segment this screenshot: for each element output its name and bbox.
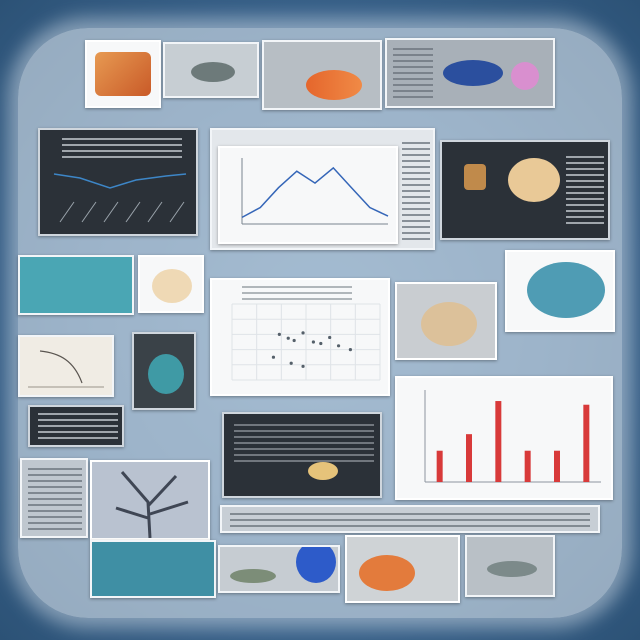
panel-branch-photo (90, 460, 210, 540)
dark-line-series (53, 173, 187, 189)
panel-bar-chart (395, 376, 613, 500)
teal-figure-icon (148, 354, 184, 394)
dark-text-lines (38, 413, 118, 441)
panel-scatter-chart (210, 278, 390, 396)
scatter-chart (231, 303, 381, 381)
scatter-point (277, 332, 281, 336)
gray-fish-icon (191, 62, 235, 82)
teal-specimen-icon (527, 262, 605, 318)
panel-dark-screen (222, 412, 382, 498)
chart-title-lines (62, 138, 182, 160)
scatter-point (271, 355, 276, 359)
text-lines (393, 48, 433, 100)
bar (495, 401, 502, 482)
panel-fish-bottom (218, 545, 340, 593)
organ-specimen-icon (508, 158, 560, 202)
panel-tan-specimen (395, 282, 497, 360)
line-chart-side-text (402, 142, 430, 242)
panel-fish-right (465, 535, 555, 597)
blue-cluster-icon (296, 547, 336, 583)
panel-blue-specimen (385, 38, 555, 108)
branch-lines (115, 471, 189, 538)
green-fish-icon (230, 569, 276, 583)
branch-sketch (115, 471, 189, 538)
panel-dark-line-chart (38, 128, 198, 236)
panel-bone-specimen (138, 255, 204, 313)
scatter-point (301, 364, 305, 368)
panel-teal-texture (18, 255, 134, 315)
panel-teal-specimen (505, 250, 615, 332)
gray-fish-right-icon (487, 561, 537, 577)
scatter-point (289, 361, 293, 365)
bar (554, 450, 560, 482)
panel-teal-bottom (90, 540, 216, 598)
blue-specimen-icon (443, 60, 503, 86)
lower-text-lines (230, 513, 590, 529)
panel-graph-paper (18, 335, 114, 397)
organ-panel-text (566, 156, 604, 226)
bar (583, 404, 590, 482)
panel-coral-specimen (262, 40, 382, 110)
orange-bottom-specimen-icon (359, 555, 415, 591)
line-chart-frame (218, 146, 398, 244)
bar (524, 450, 531, 482)
scatter-point (328, 335, 332, 340)
scatter-point (286, 336, 290, 340)
coral-specimen-icon (306, 70, 362, 100)
scatter-point (292, 338, 296, 343)
bar-chart (424, 390, 601, 483)
pink-specimen-icon (511, 62, 539, 90)
scatter-point (301, 331, 305, 335)
graph-paper-sketch (28, 350, 104, 388)
dark-line-chart (53, 173, 187, 223)
bar (466, 434, 472, 482)
axis-tick-mark (59, 201, 75, 223)
scatter-point (336, 344, 341, 348)
line-series (241, 166, 389, 219)
panel-teal-figure (132, 332, 196, 410)
scatter-title-lines (242, 286, 352, 300)
axis-tick-mark (125, 201, 141, 223)
dark-screen-lines (234, 424, 374, 464)
axis-tick-mark (103, 201, 119, 223)
yellow-specimen-icon (308, 462, 338, 480)
panel-dark-organ (440, 140, 610, 240)
tan-specimen-icon (421, 302, 477, 346)
line-chart (241, 158, 389, 225)
panel-line-chart (210, 128, 435, 250)
axis-tick-mark (81, 201, 97, 223)
bone-specimen-icon (152, 269, 192, 303)
bar (436, 450, 443, 482)
panel-orange-specimen (85, 40, 161, 108)
text-block-lines (28, 468, 82, 530)
scatter-point (311, 340, 315, 344)
panel-lower-text (220, 505, 600, 533)
axis-tick-mark (169, 201, 185, 223)
sketch-curve (39, 350, 83, 384)
axis-tick-mark (147, 201, 163, 223)
orange-specimen-icon (95, 52, 151, 96)
scatter-point (319, 341, 323, 346)
portrait-icon (464, 164, 486, 190)
panel-text-block (20, 458, 88, 538)
panel-dark-text (28, 405, 124, 447)
panel-gray-fish (163, 42, 259, 98)
panel-orange-bottom (345, 535, 460, 603)
scatter-point (348, 348, 352, 352)
